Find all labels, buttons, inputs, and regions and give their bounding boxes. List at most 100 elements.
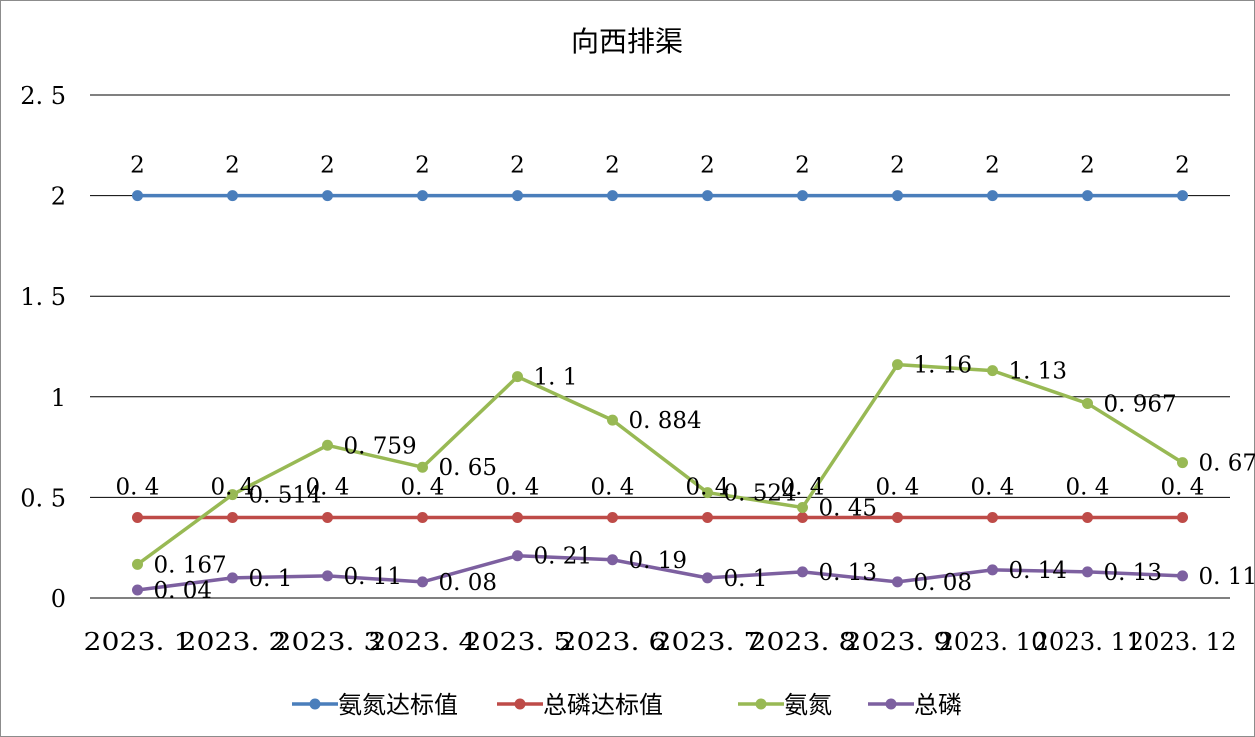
series-0-label-4: 2 [510, 153, 525, 179]
legend-label-2: 氨氮 [784, 691, 832, 719]
series-0-point-7 [797, 190, 808, 202]
x-tick-label-3: 2023. 4 [369, 628, 477, 656]
series-line-2 [136, 362, 1184, 566]
series-3-point-1 [227, 572, 238, 584]
series-0-label-7: 2 [795, 153, 810, 179]
series-1-label-8: 0. 4 [876, 475, 920, 501]
series-3-point-2 [322, 570, 333, 582]
series-0-label-6: 2 [700, 153, 715, 179]
legend-item-0: 氨氮达标值 [292, 691, 458, 719]
series-3-point-8 [892, 576, 903, 588]
x-tick-label-7: 2023. 8 [749, 628, 857, 656]
series-0-point-11 [1177, 190, 1188, 202]
series-0-point-6 [702, 190, 713, 202]
series-3-label-8: 0. 08 [914, 570, 973, 596]
series-2-point-6 [702, 487, 713, 499]
series-0-label-2: 2 [320, 153, 335, 179]
series-0-label-3: 2 [415, 153, 430, 179]
series-3-label-6: 0. 1 [724, 566, 768, 592]
series-1-point-8 [892, 512, 903, 524]
series-line-3 [137, 553, 1183, 592]
legend-label-0: 氨氮达标值 [338, 691, 458, 719]
series-0-label-5: 2 [605, 153, 620, 179]
series-2-label-7: 0. 45 [819, 495, 878, 521]
series-1-label-10: 0. 4 [1066, 475, 1110, 501]
series-3-label-11: 0. 11 [1199, 564, 1255, 590]
series-1-point-1 [227, 512, 238, 524]
series-0-label-8: 2 [890, 153, 905, 179]
series-3-point-0 [132, 584, 143, 596]
series-2-label-10: 0. 967 [1104, 391, 1177, 417]
series-0-point-8 [892, 190, 903, 202]
y-tick-label-0: 0 [51, 585, 66, 613]
series-2-point-4 [512, 371, 523, 383]
series-1-label-11: 0. 4 [1161, 475, 1205, 501]
legend-marker-1 [514, 698, 526, 710]
series-3-label-7: 0. 13 [819, 560, 878, 586]
x-tick-label-0: 2023. 1 [84, 628, 192, 656]
series-3-point-5 [607, 554, 618, 566]
series-2-label-2: 0. 759 [344, 433, 417, 459]
y-tick-label-5: 2. 5 [20, 82, 66, 110]
series-1-point-5 [607, 512, 618, 524]
series-0-point-5 [607, 190, 618, 202]
x-tick-label-1: 2023. 2 [179, 628, 287, 656]
series-2-point-8 [892, 359, 903, 371]
x-tick-label-8: 2023. 9 [844, 628, 952, 656]
series-2-label-6: 0. 524 [724, 481, 797, 507]
series-2-label-3: 0. 65 [439, 455, 498, 481]
x-tick-label-6: 2023. 7 [654, 628, 762, 656]
series-0 [132, 190, 1188, 202]
y-tick-label-2: 1 [51, 384, 66, 412]
series-0-point-4 [512, 190, 523, 202]
series-2-label-1: 0. 514 [249, 483, 322, 509]
series-0-point-2 [322, 190, 333, 202]
series-0-point-3 [417, 190, 428, 202]
series-3-point-4 [512, 550, 523, 562]
series-2-point-1 [227, 489, 238, 501]
gridlines [90, 94, 1230, 599]
series-2-point-11 [1177, 457, 1188, 469]
series-0-label-0: 2 [130, 153, 145, 179]
series-2-point-0 [132, 558, 143, 570]
series-2-point-3 [417, 461, 428, 473]
series-1-label-1: 0. 4 [211, 475, 255, 501]
series-3-label-10: 0. 13 [1104, 560, 1163, 586]
series-1-point-3 [417, 512, 428, 524]
series-2-point-10 [1082, 397, 1093, 409]
series-1 [132, 512, 1188, 524]
series-1-point-0 [132, 512, 143, 524]
series-2-label-4: 1. 1 [534, 365, 578, 391]
series-0-label-10: 2 [1080, 153, 1095, 179]
series-1-label-4: 0. 4 [496, 475, 540, 501]
legend-label-3: 总磷 [914, 691, 962, 719]
series-1-label-6: 0. 4 [686, 475, 730, 501]
data-labels: 2 2 2 2 2 2 2 2 2 2 2 20. 4 0. 4 0. 4 0. 4 0. 4 0. 4 0. 4… [116, 153, 1255, 604]
series-layer [132, 190, 1188, 596]
series-1-point-9 [987, 512, 998, 524]
series-0-point-1 [227, 190, 238, 202]
series-2 [132, 359, 1188, 570]
series-0-point-9 [987, 190, 998, 202]
x-tick-label-10: 2023. 11 [1034, 628, 1142, 656]
series-3-point-11 [1177, 570, 1188, 582]
series-2-label-8: 1. 16 [914, 353, 973, 379]
series-0-label-9: 2 [985, 153, 1000, 179]
y-tick-label-1: 0. 5 [20, 484, 66, 512]
series-2-label-9: 1. 13 [1009, 359, 1068, 385]
series-2-label-0: 0. 167 [154, 552, 227, 578]
series-3 [132, 550, 1188, 596]
series-0-point-0 [132, 190, 143, 202]
series-2-point-7 [797, 501, 808, 513]
series-3-label-5: 0. 19 [629, 548, 688, 574]
x-tick-label-2: 2023. 3 [274, 628, 382, 656]
legend-item-3: 总磷 [868, 691, 962, 719]
series-3-point-6 [702, 572, 713, 584]
series-3-point-10 [1082, 566, 1093, 578]
series-3-label-4: 0. 21 [534, 544, 593, 570]
legend-item-1: 总磷达标值 [497, 691, 663, 719]
y-tick-label-4: 2 [51, 183, 66, 211]
series-1-point-4 [512, 512, 523, 524]
series-1-label-7: 0. 4 [781, 475, 825, 501]
